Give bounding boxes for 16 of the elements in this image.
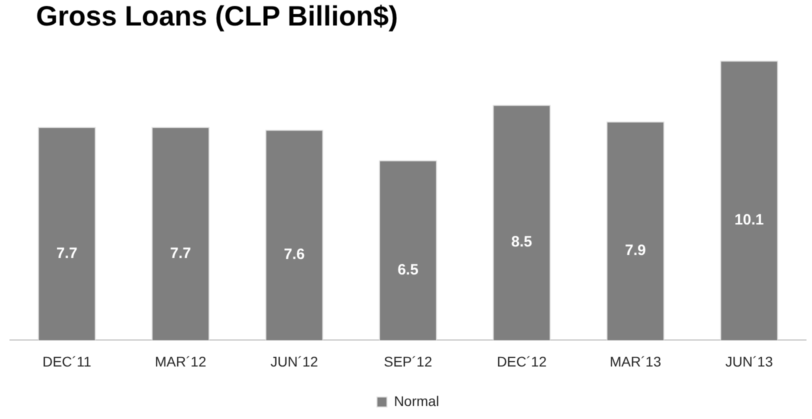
x-tick-label: MAR´13	[610, 353, 662, 370]
data-label: 7.7	[56, 244, 78, 262]
x-tick-label: JUN´12	[270, 353, 318, 370]
data-label: 6.5	[398, 261, 418, 278]
data-label: 8.5	[511, 234, 532, 251]
data-label: 10.1	[734, 212, 764, 229]
x-tick-label: JUN´13	[725, 353, 774, 370]
x-tick-label: DEC´12	[496, 353, 547, 370]
legend-label: Normal	[394, 392, 440, 409]
data-label: 7.9	[625, 242, 646, 259]
data-label: 7.6	[284, 246, 305, 264]
x-tick-label: MAR´12	[154, 353, 206, 370]
x-tick-label: SEP´12	[384, 353, 432, 370]
data-label: 7.7	[170, 244, 191, 262]
chart-title: Gross Loans (CLP Billion$)	[36, 0, 398, 32]
x-tick-label: DEC´11	[42, 353, 92, 370]
